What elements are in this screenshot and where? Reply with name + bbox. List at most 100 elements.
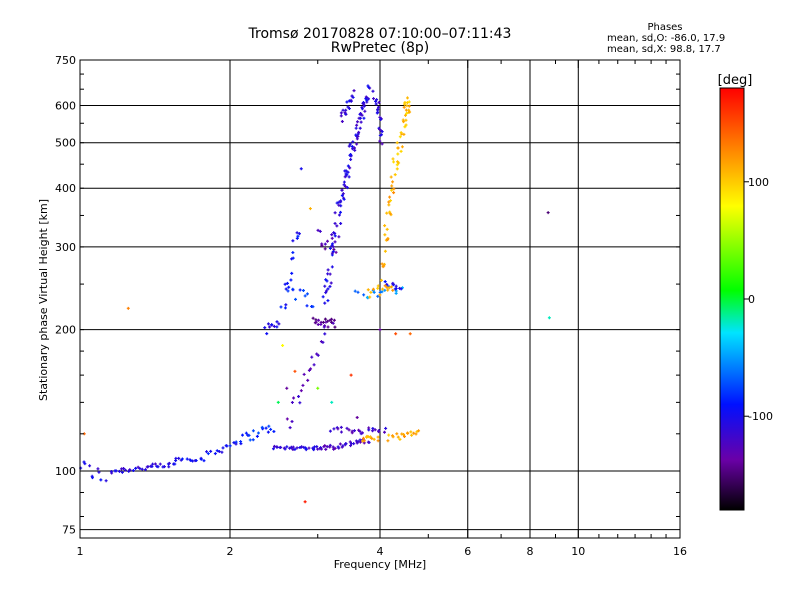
data-point: [323, 247, 327, 251]
data-point: [328, 445, 332, 449]
data-point: [336, 427, 340, 431]
data-point: [394, 291, 398, 295]
data-point: [359, 120, 363, 124]
data-point: [330, 265, 334, 269]
data-point: [357, 130, 361, 134]
data-point: [221, 446, 225, 450]
data-point: [356, 290, 360, 294]
data-point: [361, 436, 365, 440]
data-point: [367, 426, 371, 430]
data-point: [383, 288, 387, 292]
data-point: [217, 450, 221, 453]
data-point: [275, 445, 279, 449]
data-point: [381, 287, 385, 291]
data-point: [372, 97, 376, 101]
data-point: [360, 431, 364, 435]
data-point: [215, 449, 219, 453]
data-point: [326, 319, 330, 323]
data-point: [209, 449, 213, 453]
data-point: [325, 279, 329, 283]
data-point: [333, 221, 337, 225]
y-tick-label: 600: [55, 100, 76, 113]
data-point: [194, 459, 198, 463]
data-point: [339, 222, 343, 226]
data-point: [251, 429, 255, 433]
data-point: [301, 383, 305, 387]
data-point: [349, 157, 353, 161]
data-point: [323, 301, 327, 305]
data-point: [407, 100, 411, 104]
data-point: [136, 465, 140, 469]
data-point: [387, 203, 391, 207]
data-point: [281, 344, 285, 348]
data-point: [290, 400, 294, 404]
data-point: [348, 142, 352, 146]
data-point: [393, 173, 397, 177]
y-tick-label: 100: [55, 465, 76, 478]
data-point: [275, 325, 279, 329]
data-point: [398, 437, 402, 441]
data-point: [379, 278, 383, 282]
data-point: [320, 244, 324, 248]
data-point: [248, 438, 252, 442]
data-point: [392, 187, 396, 191]
data-point: [306, 378, 310, 382]
chart-title: Tromsø 20170828 07:10:00–07:11:43: [248, 26, 512, 42]
data-point: [391, 288, 395, 292]
data-point: [265, 332, 269, 336]
data-point: [409, 430, 413, 434]
data-point: [389, 175, 393, 179]
data-point: [326, 287, 330, 291]
data-point: [546, 211, 550, 215]
data-point: [386, 288, 390, 292]
data-point: [330, 251, 334, 255]
data-point: [402, 432, 406, 436]
colorbar-tick-label: -100: [748, 410, 773, 423]
data-point: [389, 199, 393, 203]
data-point: [376, 439, 380, 443]
data-point: [395, 432, 399, 436]
data-point: [167, 465, 171, 469]
data-point: [153, 462, 157, 466]
data-point: [304, 447, 308, 451]
data-point: [206, 452, 210, 456]
data-point: [371, 426, 375, 430]
data-point: [404, 118, 408, 122]
data-point: [383, 280, 387, 284]
data-point: [272, 429, 276, 433]
data-point: [394, 284, 398, 288]
data-point: [339, 111, 343, 115]
data-point: [347, 107, 351, 111]
data-point: [378, 293, 382, 297]
data-point: [167, 461, 171, 465]
data-point: [263, 326, 267, 330]
data-point: [285, 445, 289, 449]
data-point: [328, 284, 332, 288]
data-point: [349, 99, 353, 103]
data-point: [360, 107, 364, 111]
data-point: [330, 400, 334, 404]
data-point: [123, 468, 127, 472]
data-point: [323, 332, 327, 336]
data-point: [104, 479, 108, 483]
data-point: [333, 231, 337, 235]
data-point: [342, 180, 346, 184]
data-point: [369, 290, 373, 294]
data-point: [341, 108, 345, 112]
data-point: [284, 287, 288, 291]
data-point: [547, 316, 551, 320]
data-point: [399, 149, 403, 153]
data-point: [301, 288, 305, 292]
data-point: [320, 447, 324, 451]
x-tick-label: 16: [673, 545, 687, 558]
data-point: [379, 133, 383, 137]
data-point: [375, 98, 379, 102]
data-point: [376, 294, 380, 298]
data-point: [345, 426, 349, 430]
data-point: [352, 146, 356, 150]
data-point: [366, 288, 370, 292]
data-point: [293, 447, 297, 451]
data-point: [389, 285, 393, 289]
data-point: [305, 292, 309, 296]
phase-stats-x: mean, sd,X: 98.8, 17.7: [607, 44, 721, 55]
